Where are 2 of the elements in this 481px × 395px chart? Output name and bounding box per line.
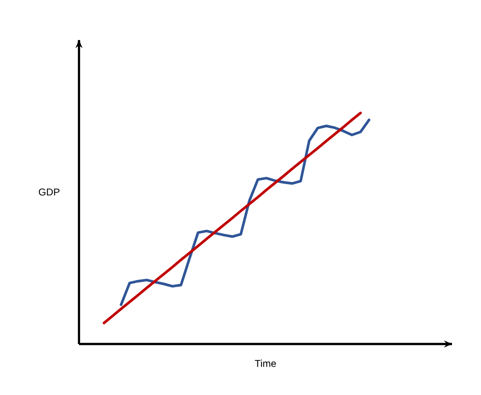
y-axis-title: GDP [38, 188, 60, 196]
x-axis-title: Time [254, 360, 276, 367]
